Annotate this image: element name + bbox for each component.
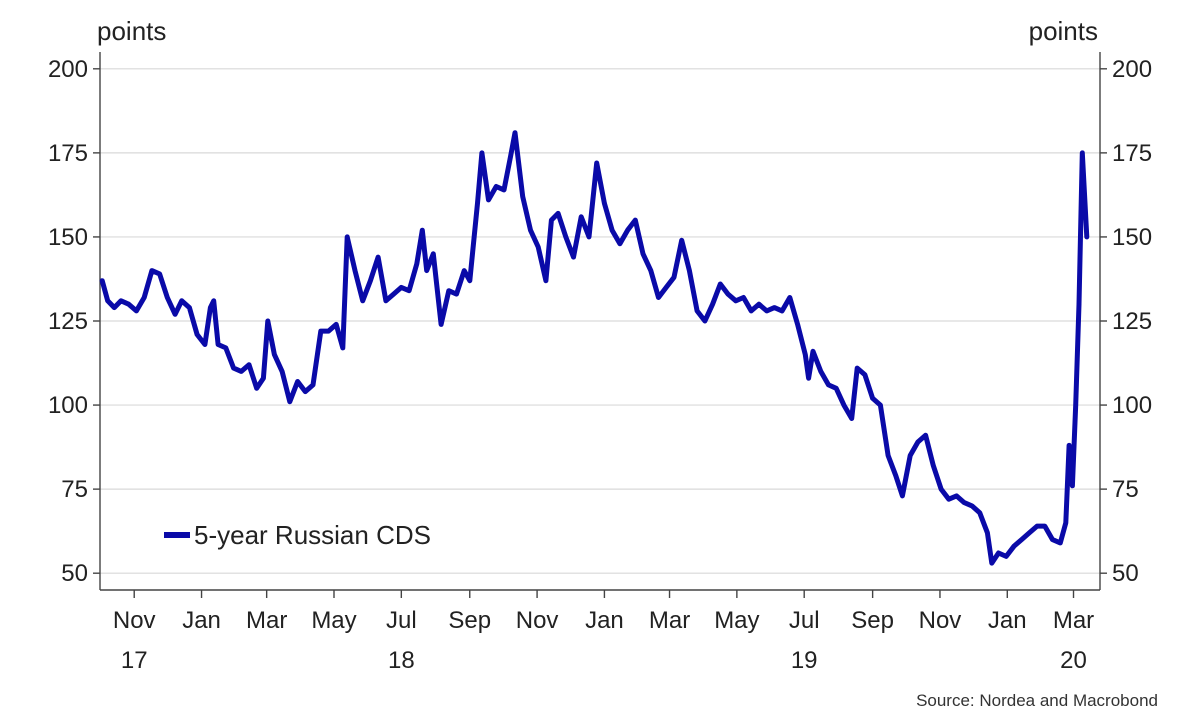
- series-layer: [99, 130, 1090, 566]
- x-tick-label: Sep: [851, 607, 894, 634]
- x-tick-label: Nov: [516, 607, 559, 634]
- legend: 5-year Russian CDS: [164, 520, 431, 550]
- right-y-tick-label: 50: [1112, 560, 1139, 587]
- x-tick-label: Jan: [988, 607, 1027, 634]
- x-tick-label: Nov: [113, 607, 156, 634]
- right-y-tick-label: 75: [1112, 476, 1139, 503]
- left-y-tick-label: 150: [48, 224, 88, 251]
- right-y-tick-label: 125: [1112, 308, 1152, 335]
- x-tick-label: May: [311, 607, 356, 634]
- left-y-tick-label: 75: [61, 476, 88, 503]
- left-y-tick-label: 125: [48, 308, 88, 335]
- y-tick-labels: 50 50 75 75 100 100 125 125 150 150 175 175 200 200: [48, 56, 1152, 587]
- right-y-tick-label: 200: [1112, 56, 1152, 83]
- x-tick-label: Jul: [789, 607, 820, 634]
- right-y-tick-label: 150: [1112, 224, 1152, 251]
- left-y-tick-label: 100: [48, 392, 88, 419]
- source-note: Source: Nordea and Macrobond: [916, 691, 1158, 710]
- year-label: 18: [388, 647, 415, 674]
- x-tick-label: Mar: [246, 607, 287, 634]
- x-tick-labels: Nov Jan Mar May Jul Sep Nov Jan Mar May Jul Sep Nov J…: [113, 590, 1094, 674]
- x-tick-label: Jan: [585, 607, 624, 634]
- x-tick-label: Mar: [649, 607, 690, 634]
- right-axis-unit-label: points: [1029, 16, 1098, 46]
- year-label: 19: [791, 647, 818, 674]
- right-y-tick-label: 175: [1112, 140, 1152, 167]
- legend-label: 5-year Russian CDS: [194, 520, 431, 550]
- series-line-5y-russian-cds: [99, 130, 1090, 566]
- x-tick-label: Mar: [1053, 607, 1094, 634]
- left-y-tick-label: 200: [48, 56, 88, 83]
- left-y-tick-label: 50: [61, 560, 88, 587]
- x-tick-label: Jan: [182, 607, 221, 634]
- x-tick-label: Jul: [386, 607, 417, 634]
- x-tick-label: Sep: [448, 607, 491, 634]
- year-label: 20: [1060, 647, 1087, 674]
- right-y-tick-label: 100: [1112, 392, 1152, 419]
- x-tick-label: Nov: [919, 607, 962, 634]
- left-axis-unit-label: points: [97, 16, 166, 46]
- year-label: 17: [121, 647, 148, 674]
- left-y-tick-label: 175: [48, 140, 88, 167]
- x-tick-label: May: [714, 607, 759, 634]
